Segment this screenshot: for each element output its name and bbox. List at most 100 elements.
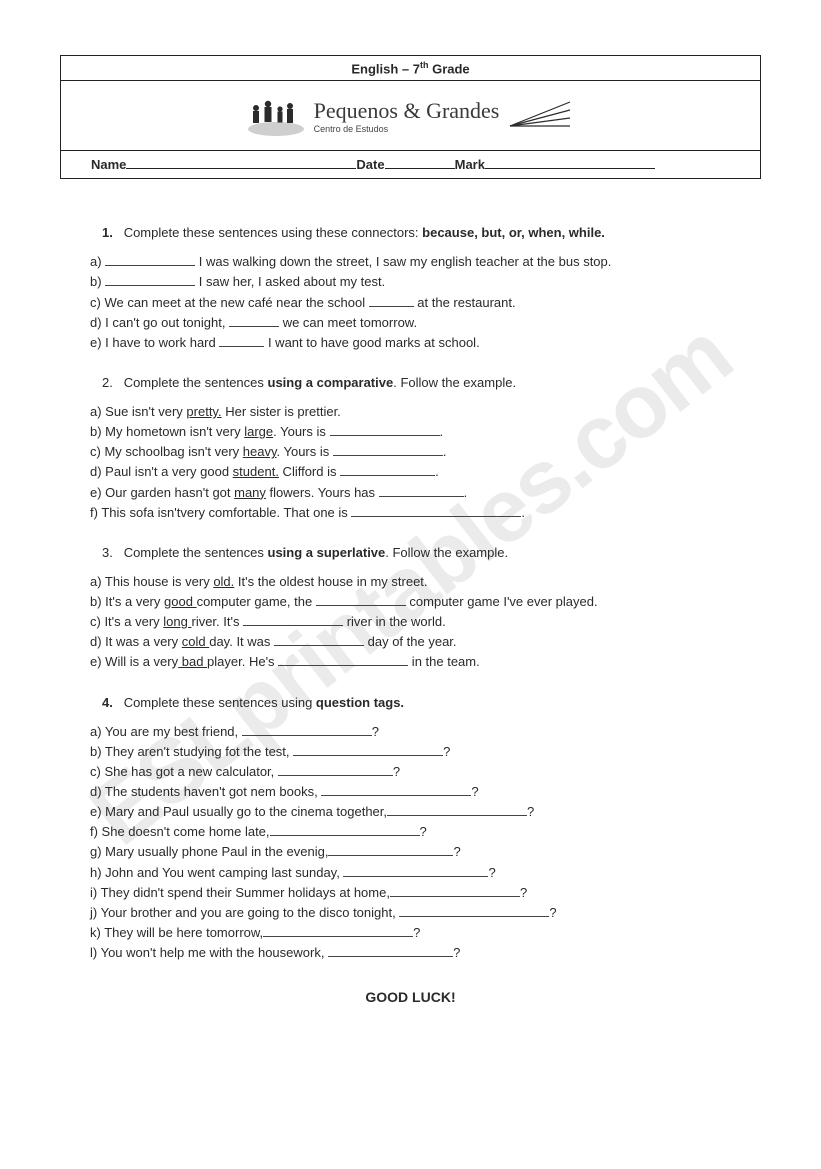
q2-f-blank[interactable] <box>351 506 521 517</box>
q3-intro-b: using a superlative <box>268 545 386 560</box>
logo-figures-icon <box>246 94 308 138</box>
q3-e-ul: bad <box>178 654 207 669</box>
q4-l-text: l) You won't help me with the housework, <box>90 945 328 960</box>
q4-b-blank[interactable] <box>293 745 443 756</box>
q1-c-blank[interactable] <box>369 296 414 307</box>
q2-b1: b) My hometown isn't very <box>90 424 244 439</box>
q4-j-text: j) Your brother and you are going to the… <box>90 905 399 920</box>
q1-c-pre: c) We can meet at the new café near the … <box>90 295 369 310</box>
q4-b-text: b) They aren't studying fot the test, <box>90 744 293 759</box>
q4-l: l) You won't help me with the housework,… <box>90 943 731 963</box>
q1-b-pre: b) <box>90 274 105 289</box>
logo-subtext: Centro de Estudos <box>314 124 389 134</box>
q2-f1: f) This sofa isn'tvery comfortable. That… <box>90 505 351 520</box>
name-blank[interactable] <box>126 157 356 169</box>
q4-j-qm: ? <box>549 905 556 920</box>
q4-f: f) She doesn't come home late,? <box>90 822 731 842</box>
q4-g-qm: ? <box>453 844 460 859</box>
q4-j-blank[interactable] <box>399 906 549 917</box>
q1-e-blank[interactable] <box>219 336 264 347</box>
mark-label: Mark <box>455 157 485 172</box>
name-label: Name <box>91 157 126 172</box>
q3-c1: c) It's a very <box>90 614 163 629</box>
mark-blank[interactable] <box>485 157 655 169</box>
q1-e: e) I have to work hard I want to have go… <box>90 333 731 353</box>
q2-b: b) My hometown isn't very large. Yours i… <box>90 422 731 442</box>
q4-f-blank[interactable] <box>270 825 420 836</box>
q2-e: e) Our garden hasn't got many flowers. Y… <box>90 483 731 503</box>
q4-k-blank[interactable] <box>263 926 413 937</box>
q4-d: d) The students haven't got nem books, ? <box>90 782 731 802</box>
q2-intro-c: . Follow the example. <box>393 375 516 390</box>
q4-intro-b: question tags. <box>316 695 404 710</box>
q4-i-qm: ? <box>520 885 527 900</box>
q3-b1: b) It's a very <box>90 594 164 609</box>
q4-h-blank[interactable] <box>343 866 488 877</box>
q4-d-qm: ? <box>471 784 478 799</box>
q1-a-blank[interactable] <box>105 255 195 266</box>
q3-c-blank[interactable] <box>243 615 343 626</box>
q3-b-ul: good <box>164 594 197 609</box>
title-post: Grade <box>428 61 469 76</box>
q3-d1: d) It was a very <box>90 634 182 649</box>
q3-c2: river. It's <box>191 614 243 629</box>
q2-num: 2. <box>102 375 113 390</box>
q1-heading: 1. Complete these sentences using these … <box>102 225 731 240</box>
q4-k-qm: ? <box>413 925 420 940</box>
date-blank[interactable] <box>385 157 455 169</box>
q4-f-text: f) She doesn't come home late, <box>90 824 270 839</box>
q1-b-blank[interactable] <box>105 275 195 286</box>
q4-a-qm: ? <box>372 724 379 739</box>
q4-l-blank[interactable] <box>328 946 453 957</box>
q3-d-blank[interactable] <box>274 635 364 646</box>
q4-g-blank[interactable] <box>328 845 453 856</box>
q4-intro-a: Complete these sentences using <box>124 695 316 710</box>
q2-b3: . <box>440 424 444 439</box>
q2-e-blank[interactable] <box>379 486 464 497</box>
q2-intro-a: Complete the sentences <box>124 375 268 390</box>
q4-h-qm: ? <box>488 865 495 880</box>
q2-e2: flowers. Yours has <box>266 485 379 500</box>
q4-e: e) Mary and Paul usually go to the cinem… <box>90 802 731 822</box>
q2-b-blank[interactable] <box>330 425 440 436</box>
q3-c: c) It's a very long river. It's river in… <box>90 612 731 632</box>
q1-num: 1. <box>102 225 113 240</box>
q2-e3: . <box>464 485 468 500</box>
q4-e-blank[interactable] <box>387 805 527 816</box>
q3-b2: computer game, the <box>197 594 316 609</box>
q2-c-blank[interactable] <box>333 445 443 456</box>
q1-e-post: I want to have good marks at school. <box>264 335 479 350</box>
q3-b3: computer game I've ever played. <box>406 594 598 609</box>
q4-i-blank[interactable] <box>390 886 520 897</box>
q2-e-ul: many <box>234 485 266 500</box>
title-pre: English – 7 <box>351 61 420 76</box>
q4-i: i) They didn't spend their Summer holida… <box>90 883 731 903</box>
q2-b-ul: large <box>244 424 273 439</box>
q3-b: b) It's a very good computer game, the c… <box>90 592 731 612</box>
q4-l-qm: ? <box>453 945 460 960</box>
q1-e-pre: e) I have to work hard <box>90 335 219 350</box>
q2-d2: Clifford is <box>279 464 340 479</box>
q4-f-qm: ? <box>420 824 427 839</box>
q4-k: k) They will be here tomorrow,? <box>90 923 731 943</box>
q4-d-blank[interactable] <box>321 785 471 796</box>
q3-heading: 3. Complete the sentences using a superl… <box>102 545 731 560</box>
q2-d-blank[interactable] <box>340 465 435 476</box>
q4-c-text: c) She has got a new calculator, <box>90 764 278 779</box>
q3-b-blank[interactable] <box>316 595 406 606</box>
q1-a-post: I was walking down the street, I saw my … <box>195 254 611 269</box>
q2-a-ul: pretty. <box>186 404 221 419</box>
q4-a-blank[interactable] <box>242 725 372 736</box>
q3-e-blank[interactable] <box>278 655 408 666</box>
q1-d-blank[interactable] <box>229 316 279 327</box>
q2-c3: . <box>443 444 447 459</box>
header-logo-row: Pequenos & Grandes Centro de Estudos <box>61 81 760 151</box>
q1-a-pre: a) <box>90 254 105 269</box>
q3-c3: river in the world. <box>343 614 446 629</box>
q4-c-blank[interactable] <box>278 765 393 776</box>
q3-d3: day of the year. <box>364 634 457 649</box>
q1-a: a) I was walking down the street, I saw … <box>90 252 731 272</box>
q4-b: b) They aren't studying fot the test, ? <box>90 742 731 762</box>
q3-intro-c: . Follow the example. <box>385 545 508 560</box>
q2-c1: c) My schoolbag isn't very <box>90 444 243 459</box>
